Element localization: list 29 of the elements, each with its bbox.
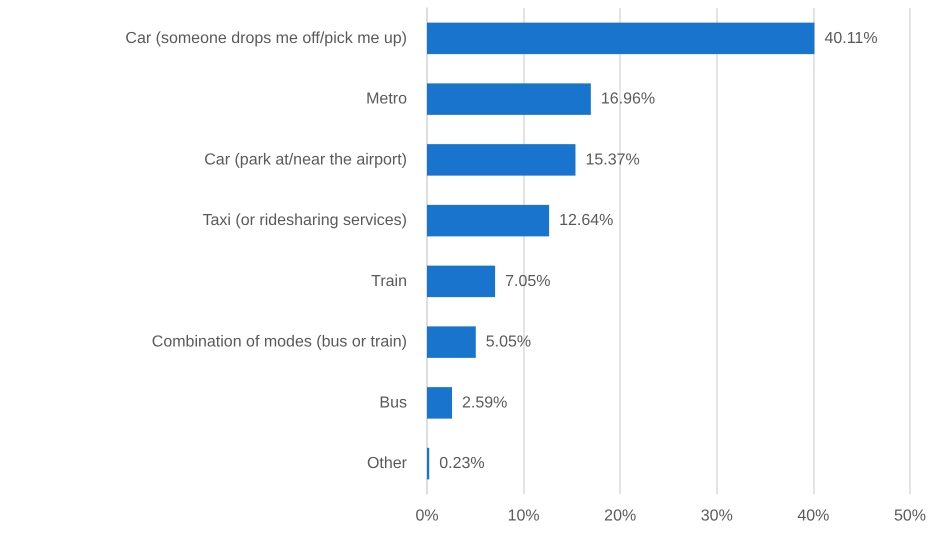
bar [427,83,591,115]
bar [427,22,814,54]
x-tick-label: 20% [604,508,636,524]
data-label: 7.05% [505,272,550,290]
data-label: 40.11% [824,30,878,47]
y-tick-label: Combination of modes (bus or train) [152,334,407,351]
data-label: 0.23% [439,455,485,472]
x-tick-label: 10% [508,508,540,524]
bar [427,387,452,419]
data-label: 5.05% [486,334,532,351]
y-tick-label: Car (someone drops me off/pick me up) [125,30,407,47]
bar [427,326,476,358]
x-tick-label: 30% [700,508,733,524]
x-tick-label: 0% [415,508,439,524]
x-tick-label: 40% [797,508,830,524]
y-tick-label: Taxi (or ridesharing services) [202,212,407,230]
x-tick-label: 50% [894,508,926,524]
y-tick-label: Bus [379,394,407,412]
y-tick-label: Other [366,455,408,472]
y-tick-label: Train [371,272,407,290]
data-label: 16.96% [600,90,656,108]
bar [427,144,576,176]
data-label: 2.59% [462,394,508,412]
bar [427,266,496,298]
bar [427,204,550,236]
data-label: 12.64% [559,212,614,230]
data-label: 15.37% [585,151,640,168]
y-tick-label: Metro [366,90,408,108]
y-tick-label: Car (park at/near the airport) [204,151,407,168]
